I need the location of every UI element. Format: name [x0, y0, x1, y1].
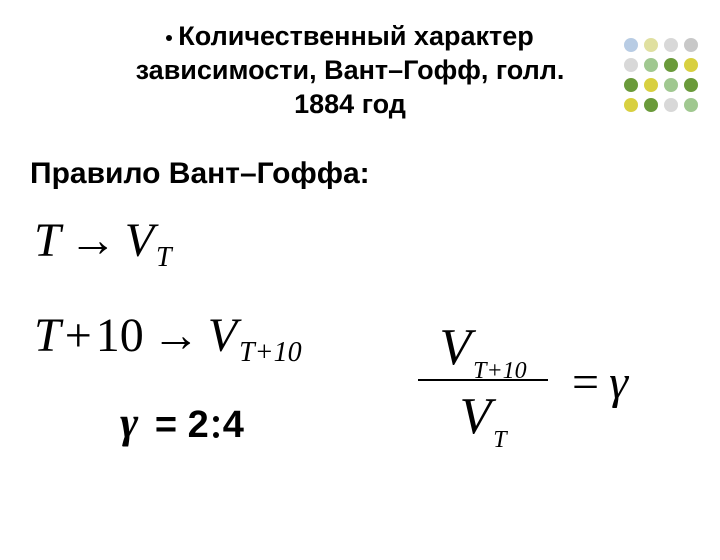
- decor-dot: [684, 98, 698, 112]
- sub-Tplus10: T+10: [239, 337, 301, 369]
- gamma-symbol: γ: [609, 355, 628, 410]
- gamma-symbol: γ: [120, 398, 138, 447]
- decor-dot: [664, 58, 678, 72]
- title-line1: Количественный характер: [178, 21, 533, 51]
- decor-dot: [624, 98, 638, 112]
- sub-Tplus10: T+10: [473, 358, 527, 385]
- sym-V: V: [459, 387, 491, 446]
- formula-row-1: T → VT: [34, 213, 720, 268]
- fraction-numerator: VT+10: [433, 318, 532, 377]
- subtitle: Правило Вант–Гоффа:: [30, 157, 720, 191]
- left-expression: T + 10 → VT+10: [34, 308, 302, 363]
- decor-dot: [684, 58, 698, 72]
- decor-dot: [664, 38, 678, 52]
- arrow-icon: →: [152, 308, 200, 363]
- decor-dot: [644, 38, 658, 52]
- sub-T: T: [493, 427, 506, 454]
- decor-dot: [624, 58, 638, 72]
- decor-dot: [624, 78, 638, 92]
- num-4: 4: [223, 404, 244, 446]
- decor-dot: [684, 38, 698, 52]
- num-10: 10: [96, 308, 144, 363]
- title-bullet: [166, 35, 172, 41]
- division-dots-icon: [211, 412, 221, 442]
- equals-sign: =: [155, 404, 177, 446]
- corner-dot-grid: [624, 38, 698, 112]
- fraction-equation: VT+10 VT = γ: [418, 318, 628, 446]
- plus-sign: +: [65, 308, 92, 363]
- decor-dot: [644, 58, 658, 72]
- sym-V: V: [439, 318, 471, 377]
- title-line2: зависимости, Вант–Гофф, голл.: [136, 55, 565, 85]
- fraction-denominator: VT: [453, 383, 512, 446]
- slide-title: Количественный характер зависимости, Ван…: [60, 20, 640, 121]
- arrow-icon: →: [69, 213, 117, 268]
- decor-dot: [624, 38, 638, 52]
- sym-T: T: [34, 308, 61, 363]
- decor-dot: [644, 78, 658, 92]
- title-line3: 1884 год: [294, 89, 406, 119]
- decor-dot: [664, 98, 678, 112]
- equals-sign: =: [572, 355, 599, 410]
- equals-gamma: = γ: [562, 355, 628, 410]
- num-2: 2: [188, 404, 209, 446]
- decor-dot: [684, 78, 698, 92]
- sym-V: V: [125, 213, 154, 268]
- sym-T: T: [34, 213, 61, 268]
- sym-V: V: [208, 308, 237, 363]
- decor-dot: [644, 98, 658, 112]
- fraction: VT+10 VT: [418, 318, 548, 446]
- sub-T: T: [156, 242, 172, 274]
- decor-dot: [664, 78, 678, 92]
